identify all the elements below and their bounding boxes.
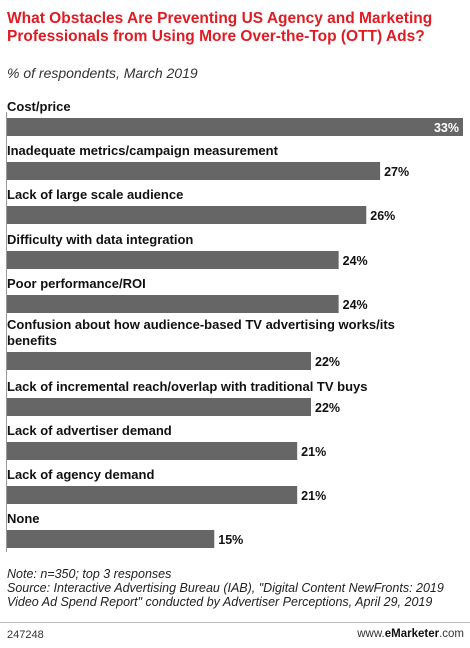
bar-chart: Cost/price 33% Inadequate metrics/campaign…: [6, 99, 463, 552]
chart-subtitle: % of respondents, March 2019: [7, 65, 198, 81]
category-label-line: Lack of large scale audience: [7, 187, 183, 202]
bar: [7, 251, 339, 269]
category-label-line: Poor performance/ROI: [7, 276, 146, 291]
brand-name: eMarketer: [384, 628, 440, 640]
value-label: 27%: [384, 165, 409, 179]
bar: [7, 206, 367, 224]
value-label: 22%: [315, 401, 340, 415]
brand-prefix: www.: [357, 628, 385, 640]
value-label: 21%: [301, 489, 326, 503]
category-label: None: [7, 511, 40, 526]
footer-divider: [0, 622, 470, 623]
bar: [7, 352, 311, 370]
chart-id: 247248: [7, 629, 44, 641]
bar: [7, 118, 463, 136]
note-text: Note: n=350; top 3 responses: [7, 567, 172, 581]
source-text: Source: Interactive Advertising Bureau (…: [7, 581, 444, 609]
chart-title: What Obstacles Are Preventing US Agency …: [7, 10, 433, 45]
category-label: Lack of agency demand: [7, 467, 154, 482]
value-label: 21%: [301, 445, 326, 459]
value-label: 24%: [343, 254, 368, 268]
bar: [7, 530, 215, 548]
brand-suffix: .com: [439, 628, 464, 640]
category-label-line: None: [7, 511, 40, 526]
bar: [7, 486, 298, 504]
category-label: Lack of advertiser demand: [7, 423, 172, 438]
category-label: Difficulty with data integration: [7, 232, 193, 247]
chart-notes: Note: n=350; top 3 responses Source: Int…: [7, 567, 465, 609]
category-label: Confusion about how audience-based TV ad…: [7, 317, 395, 348]
value-label: 22%: [315, 355, 340, 369]
category-label: Cost/price: [7, 99, 71, 114]
category-label: Inadequate metrics/campaign measurement: [7, 143, 279, 158]
value-label: 24%: [343, 298, 368, 312]
category-label-line: Difficulty with data integration: [7, 232, 193, 247]
category-label-line: Lack of agency demand: [7, 467, 154, 482]
category-label-line: benefits: [7, 333, 57, 348]
bar: [7, 442, 298, 460]
emarketer-logo: www.eMarketer.com: [357, 628, 464, 640]
category-label-line: Inadequate metrics/campaign measurement: [7, 143, 279, 158]
value-label: 26%: [370, 209, 395, 223]
category-label-line: Confusion about how audience-based TV ad…: [7, 317, 395, 332]
category-label-line: Lack of advertiser demand: [7, 423, 172, 438]
category-label: Lack of incremental reach/overlap with t…: [7, 379, 367, 394]
category-label-line: Cost/price: [7, 99, 71, 114]
value-label: 15%: [218, 533, 243, 547]
bar: [7, 295, 339, 313]
bar: [7, 398, 311, 416]
category-label: Lack of large scale audience: [7, 187, 183, 202]
value-label: 33%: [434, 121, 459, 135]
category-label: Poor performance/ROI: [7, 276, 146, 291]
category-label-line: Lack of incremental reach/overlap with t…: [7, 379, 367, 394]
bar: [7, 162, 381, 180]
